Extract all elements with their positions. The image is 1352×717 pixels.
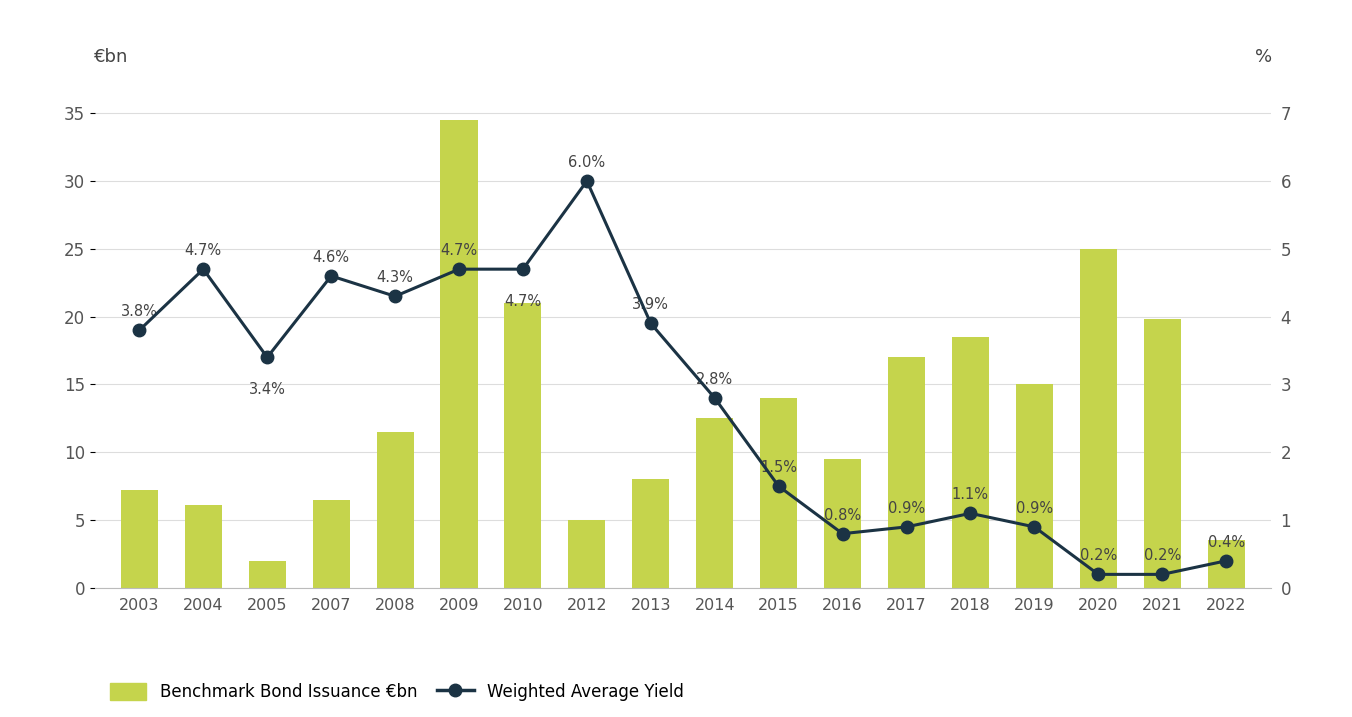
Text: 4.6%: 4.6%: [312, 250, 350, 265]
Text: 0.9%: 0.9%: [1015, 500, 1053, 516]
Bar: [377, 432, 414, 588]
Bar: [312, 500, 350, 588]
Text: 0.2%: 0.2%: [1144, 549, 1180, 564]
Text: 0.4%: 0.4%: [1207, 535, 1245, 550]
Text: 4.3%: 4.3%: [377, 270, 414, 285]
Text: 3.8%: 3.8%: [120, 304, 158, 319]
Legend: Benchmark Bond Issuance €bn, Weighted Average Yield: Benchmark Bond Issuance €bn, Weighted Av…: [103, 677, 691, 708]
Text: %: %: [1255, 48, 1272, 66]
Text: €bn: €bn: [93, 48, 128, 66]
Bar: [120, 490, 158, 588]
Text: 3.4%: 3.4%: [249, 382, 285, 397]
Bar: [185, 505, 222, 588]
Bar: [1080, 249, 1117, 588]
Bar: [441, 120, 477, 588]
Text: 4.7%: 4.7%: [185, 243, 222, 258]
Bar: [823, 459, 861, 588]
Text: 4.7%: 4.7%: [504, 294, 542, 309]
Bar: [760, 398, 798, 588]
Bar: [568, 520, 606, 588]
Text: 6.0%: 6.0%: [568, 155, 606, 170]
Text: 2.8%: 2.8%: [696, 372, 733, 387]
Bar: [696, 419, 733, 588]
Bar: [1015, 384, 1053, 588]
Bar: [1207, 541, 1245, 588]
Text: 4.7%: 4.7%: [441, 243, 477, 258]
Bar: [1144, 319, 1180, 588]
Text: 0.8%: 0.8%: [823, 508, 861, 523]
Text: 1.5%: 1.5%: [760, 460, 798, 475]
Bar: [888, 357, 925, 588]
Bar: [249, 561, 285, 588]
Text: 0.2%: 0.2%: [1080, 549, 1117, 564]
Text: 1.1%: 1.1%: [952, 488, 988, 502]
Bar: [633, 480, 669, 588]
Text: 0.9%: 0.9%: [888, 500, 925, 516]
Bar: [504, 303, 542, 588]
Bar: [952, 337, 988, 588]
Text: 3.9%: 3.9%: [633, 298, 669, 313]
